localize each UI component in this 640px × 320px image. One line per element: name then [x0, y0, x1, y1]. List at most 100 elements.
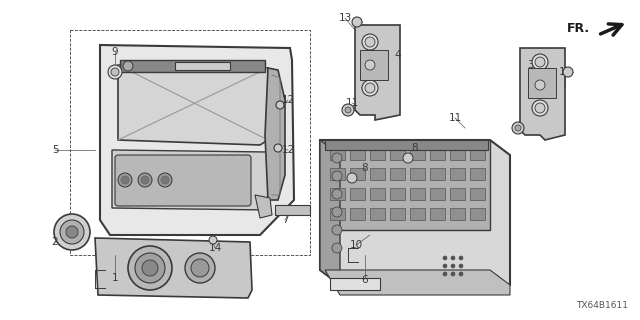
- Bar: [410, 148, 425, 160]
- Bar: [350, 188, 365, 200]
- Text: 7: 7: [282, 215, 288, 225]
- Circle shape: [141, 176, 149, 184]
- Circle shape: [451, 256, 455, 260]
- Text: 5: 5: [52, 145, 58, 155]
- Circle shape: [332, 153, 342, 163]
- Circle shape: [563, 67, 573, 77]
- Circle shape: [345, 107, 351, 113]
- Text: 13: 13: [339, 13, 351, 23]
- Bar: [390, 208, 405, 220]
- Bar: [390, 168, 405, 180]
- Text: 6: 6: [362, 275, 368, 285]
- Circle shape: [111, 68, 119, 76]
- Circle shape: [459, 264, 463, 268]
- Bar: [370, 208, 385, 220]
- Circle shape: [365, 37, 375, 47]
- Polygon shape: [275, 205, 310, 215]
- Bar: [450, 188, 465, 200]
- Circle shape: [158, 173, 172, 187]
- Polygon shape: [118, 65, 268, 145]
- Bar: [370, 188, 385, 200]
- Bar: [350, 148, 365, 160]
- Circle shape: [532, 77, 548, 93]
- Circle shape: [276, 101, 284, 109]
- Polygon shape: [330, 278, 380, 290]
- Circle shape: [121, 176, 129, 184]
- Circle shape: [362, 57, 378, 73]
- Bar: [430, 188, 445, 200]
- Circle shape: [209, 236, 217, 244]
- FancyBboxPatch shape: [115, 155, 251, 206]
- Polygon shape: [265, 68, 285, 200]
- Bar: [360, 50, 388, 80]
- Bar: [350, 208, 365, 220]
- Text: FR.: FR.: [567, 21, 590, 35]
- Bar: [470, 148, 485, 160]
- Polygon shape: [100, 45, 294, 235]
- Bar: [410, 168, 425, 180]
- Text: 3: 3: [527, 60, 533, 70]
- Circle shape: [191, 259, 209, 277]
- Circle shape: [108, 65, 122, 79]
- Circle shape: [403, 153, 413, 163]
- Bar: [370, 148, 385, 160]
- Circle shape: [459, 272, 463, 276]
- Circle shape: [443, 272, 447, 276]
- Circle shape: [535, 57, 545, 67]
- Circle shape: [332, 189, 342, 199]
- Bar: [330, 188, 345, 200]
- Circle shape: [128, 246, 172, 290]
- Polygon shape: [355, 25, 400, 120]
- Bar: [330, 168, 345, 180]
- Circle shape: [332, 225, 342, 235]
- Circle shape: [332, 243, 342, 253]
- Polygon shape: [320, 140, 340, 285]
- Bar: [175, 62, 230, 70]
- Text: 12: 12: [282, 145, 294, 155]
- Polygon shape: [320, 140, 510, 285]
- Circle shape: [451, 264, 455, 268]
- Circle shape: [365, 83, 375, 93]
- Circle shape: [54, 214, 90, 250]
- Bar: [430, 148, 445, 160]
- Circle shape: [515, 125, 521, 131]
- Circle shape: [443, 256, 447, 260]
- Text: 14: 14: [209, 243, 221, 253]
- Circle shape: [138, 173, 152, 187]
- Circle shape: [362, 34, 378, 50]
- Circle shape: [142, 260, 158, 276]
- Circle shape: [66, 226, 78, 238]
- Circle shape: [60, 220, 84, 244]
- Circle shape: [512, 122, 524, 134]
- Text: 13: 13: [558, 67, 572, 77]
- Circle shape: [123, 61, 133, 71]
- Text: 9: 9: [112, 47, 118, 57]
- Bar: [450, 168, 465, 180]
- Text: TX64B1611: TX64B1611: [576, 301, 628, 310]
- Circle shape: [532, 54, 548, 70]
- Circle shape: [185, 253, 215, 283]
- Bar: [470, 188, 485, 200]
- Circle shape: [274, 144, 282, 152]
- Circle shape: [535, 103, 545, 113]
- Polygon shape: [320, 140, 490, 230]
- Text: 1: 1: [112, 273, 118, 283]
- Text: 8: 8: [362, 163, 368, 173]
- Text: 11: 11: [449, 113, 461, 123]
- Circle shape: [443, 264, 447, 268]
- Text: 2: 2: [52, 237, 58, 247]
- Circle shape: [342, 104, 354, 116]
- Polygon shape: [325, 270, 510, 295]
- Circle shape: [352, 17, 362, 27]
- Bar: [470, 168, 485, 180]
- Polygon shape: [95, 238, 252, 298]
- Circle shape: [347, 173, 357, 183]
- Bar: [330, 148, 345, 160]
- Bar: [330, 208, 345, 220]
- Circle shape: [135, 253, 165, 283]
- Text: 12: 12: [282, 95, 294, 105]
- Polygon shape: [112, 150, 268, 210]
- Bar: [390, 148, 405, 160]
- Polygon shape: [255, 195, 272, 218]
- Circle shape: [332, 207, 342, 217]
